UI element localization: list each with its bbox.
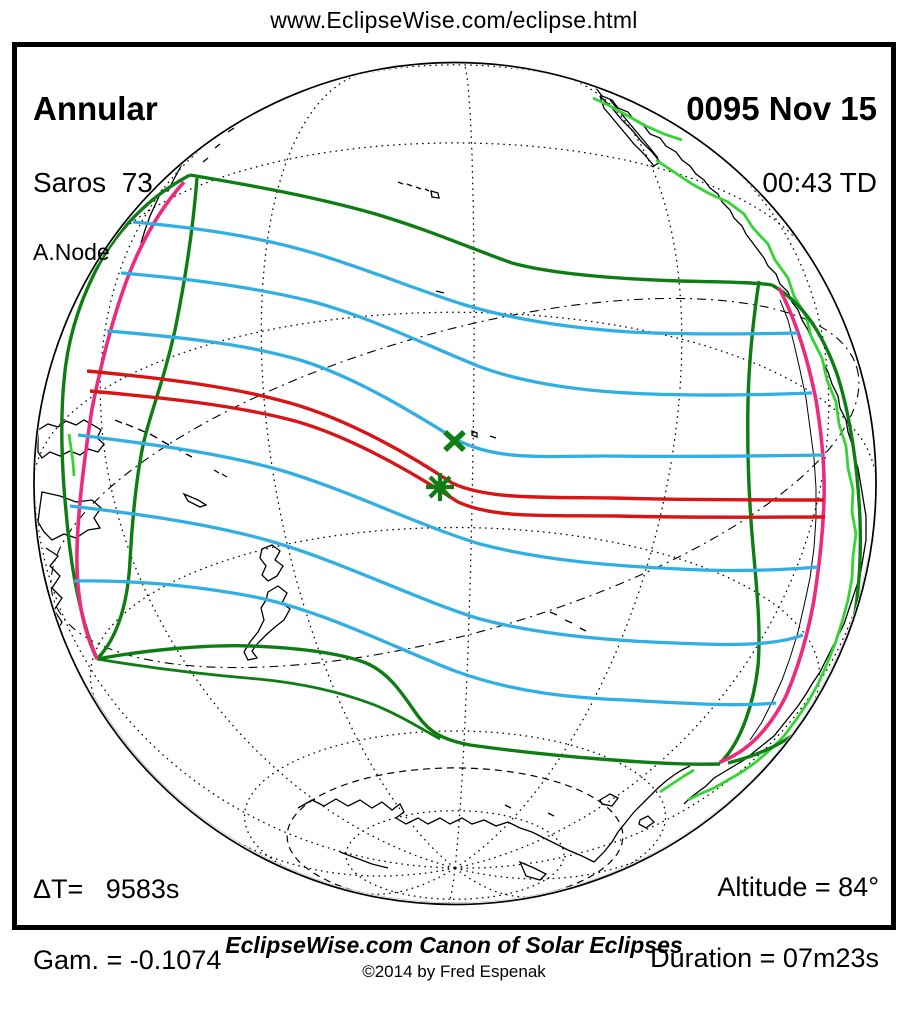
node-label: A.Node — [33, 239, 110, 265]
meridian-line — [355, 867, 456, 895]
copyright-notice: ©2014 by Fred Espenak — [362, 962, 546, 981]
gamma-label: Gam. = -0.1074 — [33, 945, 222, 975]
sunrise-line-new-guinea — [67, 433, 76, 477]
sunset-line-antarctic-peninsula — [659, 768, 695, 794]
magnitude-line-n2 — [120, 271, 813, 397]
saros-label: Saros 73 — [33, 167, 153, 198]
magnitude-line-s3 — [73, 579, 777, 707]
eclipse-type-label: Annular — [33, 90, 158, 127]
eclipse-date-label: 0095 Nov 15 — [686, 90, 877, 127]
east-rise-set-limit — [719, 287, 826, 764]
south-penumbral-limit — [96, 643, 721, 766]
eclipse-info-bottom-right: Altitude = 84° Duration = 07m23s — [650, 834, 879, 1012]
parallel-line — [89, 526, 821, 714]
canon-title: EclipseWise.com Canon of Solar Eclipses — [225, 932, 683, 958]
eclipse-map-frame: Annular Saros 73 A.Node 0095 Nov 15 00:4… — [12, 42, 896, 975]
magnitude-line-s2 — [69, 504, 804, 647]
central-path-south-limit — [89, 389, 826, 519]
penumbral-limit-lines — [60, 173, 863, 766]
meridian-line — [454, 151, 830, 869]
eclipse-info-top-left: Annular Saros 73 A.Node — [33, 53, 158, 303]
globe-limb-circle — [33, 61, 877, 906]
meridian-line — [260, 71, 456, 869]
eclipse-at-sunrise-line — [95, 177, 199, 661]
meridian-line — [454, 842, 674, 880]
meridian-line — [454, 64, 475, 869]
eclipse-at-sunset-line — [718, 280, 761, 765]
meridian-line — [35, 435, 456, 869]
sunset-line-north-america — [592, 96, 683, 142]
parallel-line — [243, 730, 667, 884]
rise-set-limit-lines — [75, 180, 826, 764]
eclipse-globe-map — [33, 61, 877, 906]
andes-inland-line — [749, 299, 817, 741]
duration-label: Duration = 07m23s — [650, 943, 879, 973]
delta-t-label: ΔT= 9583s — [33, 874, 180, 904]
melanesia-islands — [114, 419, 228, 508]
eclipse-time-label: 00:43 TD — [762, 167, 877, 198]
parallel-line — [345, 810, 565, 900]
australia-coast — [37, 491, 102, 635]
central-path-lines — [86, 369, 826, 519]
north-penumbral-limit — [189, 173, 773, 287]
x-icon — [443, 430, 466, 452]
magnitude-line-n1 — [132, 220, 799, 336]
eclipse-info-bottom-left: ΔT= 9583s Gam. = -0.1074 — [33, 836, 221, 1014]
central-path-north-limit — [86, 369, 825, 502]
hawaii-islands — [397, 181, 440, 199]
eclipse-info-top-right: 0095 Nov 15 00:43 TD — [686, 53, 877, 237]
meridian-line — [195, 814, 456, 877]
meridian-line — [454, 75, 683, 869]
new-guinea-island — [37, 419, 105, 459]
site-url: www.EclipseWise.com/eclipse.html — [270, 7, 638, 33]
meridian-line — [99, 129, 456, 869]
west-cap-outer-limit — [60, 173, 191, 660]
subsolar-point-marker — [443, 430, 466, 452]
meridian-line — [454, 867, 540, 898]
parallel-line — [321, 64, 587, 85]
asia-coast — [140, 64, 294, 244]
sunrise-loop-lower-edge — [96, 657, 441, 741]
magnitude-line-s1 — [77, 433, 819, 573]
antarctic-circle-line — [286, 767, 624, 903]
east-cap-outer-limit — [727, 283, 863, 765]
parallel-line — [105, 142, 808, 253]
antarctica-coast — [297, 765, 691, 881]
altitude-label: Altitude = 84° — [717, 872, 879, 902]
greatest-eclipse-marker — [426, 473, 454, 501]
